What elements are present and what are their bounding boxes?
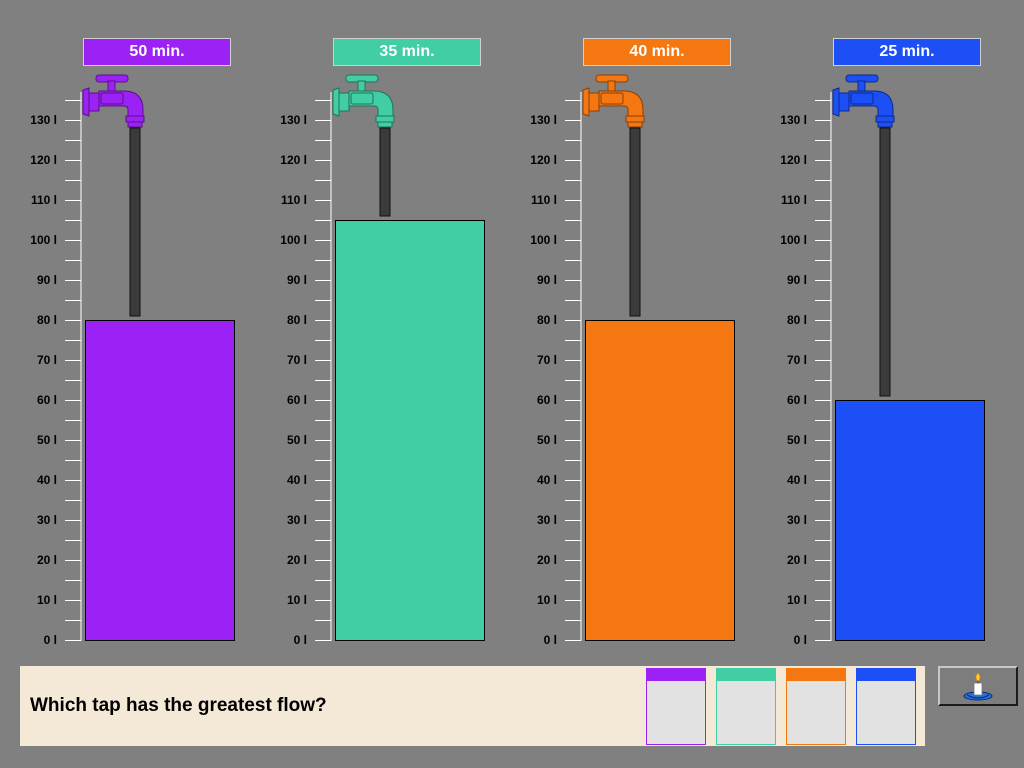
fill-time-label: 40 min. xyxy=(583,38,731,66)
tick-label: 10 l xyxy=(787,593,807,607)
tap-column: 50 min. 0 l 10 l 20 l 30 l 40 l 50 l 60 l 70 l 80… xyxy=(0,0,250,660)
fill-time-label: 50 min. xyxy=(83,38,231,66)
tick-label: 110 l xyxy=(781,193,807,207)
tick-label: 130 l xyxy=(530,113,557,127)
tick-label: 60 l xyxy=(537,393,557,407)
tick-label: 0 l xyxy=(544,633,557,647)
volume-scale: 0 l 10 l 20 l 30 l 40 l 50 l 60 l 70 l 80 l 90 l 1… xyxy=(530,74,645,647)
answer-option[interactable] xyxy=(786,668,846,745)
water-stream xyxy=(379,127,391,217)
tick-label: 0 l xyxy=(294,633,307,647)
tick-label: 20 l xyxy=(37,553,57,567)
tick-label: 100 l xyxy=(780,233,807,247)
tick-label: 90 l xyxy=(787,273,807,287)
tick-label: 20 l xyxy=(537,553,557,567)
tick-label: 40 l xyxy=(287,473,307,487)
tick-label: 80 l xyxy=(287,313,307,327)
candle-icon xyxy=(963,672,993,701)
tick-label: 30 l xyxy=(37,513,57,527)
tick-label: 90 l xyxy=(537,273,557,287)
tick-label: 50 l xyxy=(287,433,307,447)
tick-label: 30 l xyxy=(787,513,807,527)
answer-option[interactable] xyxy=(716,668,776,745)
water-tank xyxy=(585,320,735,641)
tap-icon xyxy=(332,74,395,128)
water-tank xyxy=(835,400,985,641)
tick-label: 90 l xyxy=(287,273,307,287)
tap-column: 35 min. 0 l 10 l 20 l 30 l 40 l 50 l 60 l 70 l 80… xyxy=(250,0,500,660)
tap-icon xyxy=(832,74,895,128)
water-stream xyxy=(879,127,891,397)
tick-label: 10 l xyxy=(37,593,57,607)
tick-label: 50 l xyxy=(787,433,807,447)
tick-label: 130 l xyxy=(30,113,57,127)
tick-label: 50 l xyxy=(537,433,557,447)
tick-label: 10 l xyxy=(287,593,307,607)
tick-label: 90 l xyxy=(37,273,57,287)
volume-scale: 0 l 10 l 20 l 30 l 40 l 50 l 60 l 70 l 80 l 90 l 1… xyxy=(30,74,145,647)
water-tank xyxy=(85,320,235,641)
tick-label: 100 l xyxy=(530,233,557,247)
answer-color-strip xyxy=(857,669,915,681)
answer-color-strip xyxy=(787,669,845,681)
tick-label: 80 l xyxy=(537,313,557,327)
water-stream xyxy=(629,127,641,317)
tick-label: 120 l xyxy=(280,153,307,167)
fill-time-label: 25 min. xyxy=(833,38,981,66)
tap-icon xyxy=(82,74,145,128)
tap-column: 40 min. 0 l 10 l 20 l 30 l 40 l 50 l 60 l 70 l 80… xyxy=(500,0,750,660)
tap-icon xyxy=(582,74,645,128)
volume-scale: 0 l 10 l 20 l 30 l 40 l 50 l 60 l 70 l 80 l 90 l 1… xyxy=(280,74,395,647)
tick-label: 30 l xyxy=(537,513,557,527)
answer-color-strip xyxy=(647,669,705,681)
tap-column: 25 min. 0 l 10 l 20 l 30 l 40 l 50 l 60 l 70 l 80… xyxy=(750,0,1000,660)
answer-option[interactable] xyxy=(856,668,916,745)
tick-label: 60 l xyxy=(287,393,307,407)
tick-label: 100 l xyxy=(280,233,307,247)
volume-scale: 0 l 10 l 20 l 30 l 40 l 50 l 60 l 70 l 80 l 90 l 1… xyxy=(780,74,895,647)
tick-label: 20 l xyxy=(787,553,807,567)
tick-label: 60 l xyxy=(787,393,807,407)
tick-label: 40 l xyxy=(537,473,557,487)
water-tank xyxy=(335,220,485,641)
tick-label: 110 l xyxy=(281,193,307,207)
tick-label: 30 l xyxy=(287,513,307,527)
tick-label: 110 l xyxy=(31,193,57,207)
question-text: Which tap has the greatest flow? xyxy=(30,695,327,716)
answer-color-strip xyxy=(717,669,775,681)
question-panel: Which tap has the greatest flow? xyxy=(20,666,925,746)
tick-label: 130 l xyxy=(780,113,807,127)
tick-label: 130 l xyxy=(280,113,307,127)
tick-label: 120 l xyxy=(780,153,807,167)
answer-option[interactable] xyxy=(646,668,706,745)
tick-label: 70 l xyxy=(787,353,807,367)
water-stream xyxy=(129,127,141,317)
tick-label: 70 l xyxy=(287,353,307,367)
fill-time-label: 35 min. xyxy=(333,38,481,66)
tick-label: 10 l xyxy=(537,593,557,607)
tick-label: 70 l xyxy=(537,353,557,367)
tick-label: 0 l xyxy=(44,633,57,647)
tick-label: 60 l xyxy=(37,393,57,407)
tick-label: 120 l xyxy=(30,153,57,167)
tick-label: 70 l xyxy=(37,353,57,367)
tick-label: 20 l xyxy=(287,553,307,567)
tick-label: 80 l xyxy=(37,313,57,327)
tick-label: 100 l xyxy=(30,233,57,247)
tick-label: 0 l xyxy=(794,633,807,647)
help-button[interactable] xyxy=(938,666,1018,706)
tick-label: 50 l xyxy=(37,433,57,447)
tick-label: 110 l xyxy=(531,193,557,207)
tick-label: 40 l xyxy=(37,473,57,487)
tick-label: 80 l xyxy=(787,313,807,327)
tick-label: 40 l xyxy=(787,473,807,487)
tick-label: 120 l xyxy=(530,153,557,167)
